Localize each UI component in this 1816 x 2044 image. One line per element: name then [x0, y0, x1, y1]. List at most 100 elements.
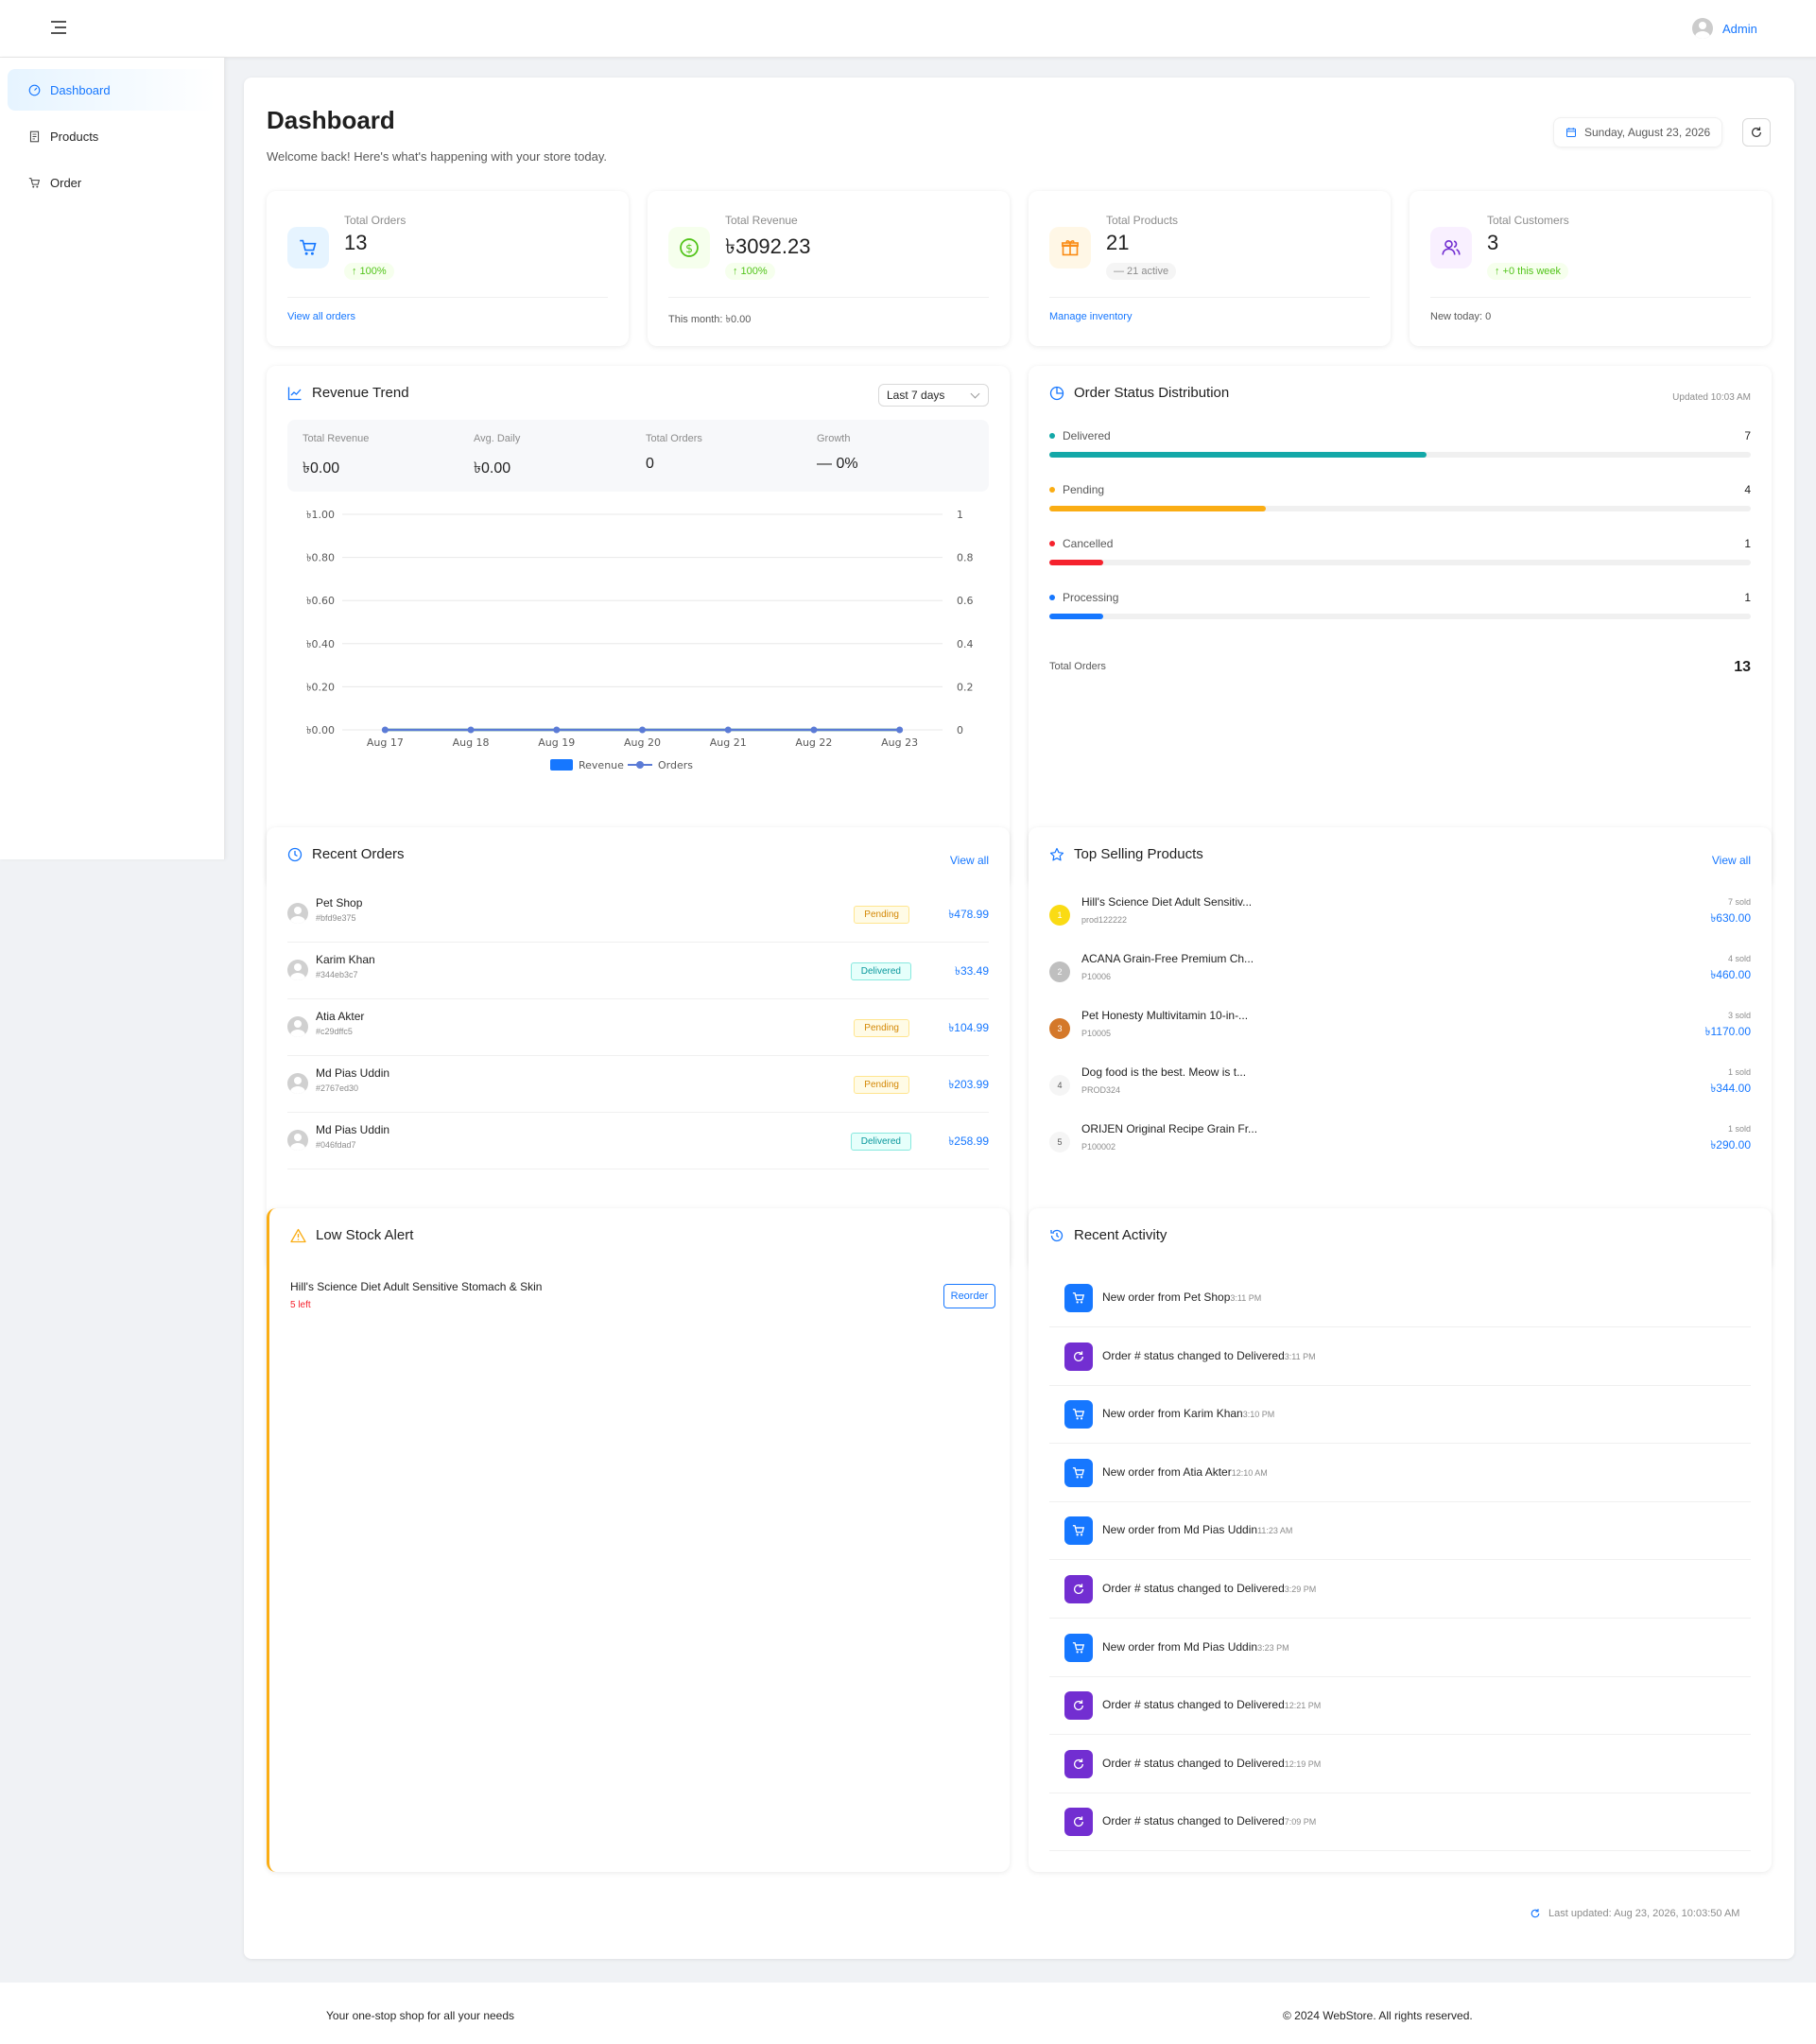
- last-updated: Last updated: Aug 23, 2026, 10:03:50 AM: [1530, 1908, 1739, 1919]
- status-dot: [1049, 433, 1055, 439]
- card-title-text: Revenue Trend: [312, 385, 409, 401]
- stat-icon-box: $: [668, 227, 710, 268]
- status-count: 1: [1744, 537, 1751, 550]
- status-change-icon: [1064, 1691, 1093, 1721]
- status-label: Processing: [1049, 591, 1118, 604]
- status-badge: Pending: [854, 906, 909, 924]
- product-name: Dog food is the best. Meow is t...: [1081, 1065, 1247, 1079]
- activity-time: 3:11 PM: [1230, 1293, 1262, 1303]
- cart-icon: [300, 239, 317, 255]
- stat-card-products: Total Products 21 — 21 active Manage inv…: [1029, 191, 1391, 346]
- users-icon: [1442, 239, 1461, 255]
- revenue-trend-card: Revenue Trend Last 7 days Total Revenue …: [267, 366, 1010, 888]
- dollar-icon: $: [680, 238, 699, 257]
- manage-inventory-link[interactable]: Manage inventory: [1049, 311, 1133, 322]
- sidebar-item-products[interactable]: Products: [8, 115, 216, 157]
- cart-icon: [1072, 1409, 1085, 1420]
- gift-icon: [1062, 240, 1079, 256]
- product-name: ORIJEN Original Recipe Grain Fr...: [1081, 1122, 1258, 1135]
- list-item[interactable]: 1 Hill's Science Diet Adult Sensitiv... pr…: [1049, 886, 1751, 943]
- sidebar-item-order[interactable]: Order: [8, 162, 216, 203]
- orders-data-point: [810, 726, 818, 734]
- footer: Your one-stop shop for all your needs © …: [0, 1983, 1816, 2044]
- month-revenue-text: This month: ৳0.00: [668, 314, 752, 325]
- y-tick-label: ৳0.80: [306, 552, 335, 564]
- sidebar-item-dashboard[interactable]: Dashboard: [8, 69, 216, 111]
- activity-time: 12:21 PM: [1284, 1701, 1322, 1711]
- status-badge: Delivered: [850, 1133, 911, 1151]
- card-title: Top Selling Products: [1049, 846, 1203, 862]
- divider: [1430, 297, 1751, 298]
- view-all-orders-link[interactable]: View all orders: [287, 311, 355, 322]
- view-all-products-link[interactable]: View all: [1711, 854, 1751, 867]
- revenue-trend-chart: ৳0.00 0 ৳0.20 0.2 ৳0.40 0.4 ৳0.60 0.6 ৳0.80 0.8 ৳1…: [306, 509, 974, 771]
- line-chart-icon: [287, 387, 302, 400]
- cart-icon: [28, 177, 41, 188]
- low-stock-item-name: Hill's Science Diet Adult Sensitive Stom…: [290, 1280, 543, 1293]
- status-row-cancelled: Cancelled 1: [1049, 537, 1751, 590]
- x-tick-label: Aug 19: [538, 736, 575, 749]
- table-row[interactable]: Atia Akter #c29dffc5 Pending ৳104.99: [287, 999, 989, 1056]
- top-products-card: Top Selling Products View all 1 Hill's Sc…: [1029, 827, 1772, 1270]
- pie-chart-icon: [1049, 386, 1064, 400]
- list-item[interactable]: 5 ORIJEN Original Recipe Grain Fr... P1000…: [1049, 1113, 1751, 1169]
- user-name: Admin: [1722, 21, 1757, 36]
- list-item[interactable]: 2 ACANA Grain-Free Premium Ch... P10006 4 s…: [1049, 943, 1751, 999]
- activity-text: Order # status changed to Delivered3:11 …: [1102, 1349, 1316, 1362]
- table-row[interactable]: Pet Shop #bfd9e375 Pending ৳478.99: [287, 886, 989, 943]
- y-tick-label: ৳1.00: [306, 509, 335, 521]
- activity-message: Order # status changed to Delivered: [1102, 1814, 1285, 1828]
- footer-tagline: Your one-stop shop for all your needs: [326, 2009, 515, 2022]
- customer-name: Md Pias Uddin: [316, 1123, 390, 1136]
- user-menu[interactable]: Admin: [1692, 18, 1757, 39]
- orders-data-point: [896, 726, 904, 734]
- reorder-button[interactable]: Reorder: [943, 1284, 995, 1308]
- card-title-text: Recent Activity: [1074, 1227, 1167, 1243]
- status-row-pending: Pending 4: [1049, 483, 1751, 536]
- stat-badge: ↑ 100%: [344, 263, 394, 280]
- activity-text: New order from Pet Shop3:11 PM: [1102, 1290, 1261, 1304]
- warning-icon: [290, 1228, 306, 1242]
- order-amount: ৳104.99: [948, 1021, 989, 1034]
- list-item[interactable]: 4 Dog food is the best. Meow is t... PROD3…: [1049, 1056, 1751, 1113]
- range-select[interactable]: Last 7 days: [878, 384, 989, 407]
- units-sold: 4 sold: [1727, 954, 1751, 963]
- activity-message: Order # status changed to Delivered: [1102, 1756, 1285, 1770]
- list-item: New order from Md Pias Uddin3:23 PM: [1049, 1619, 1751, 1677]
- stat-badge: ↑ 100%: [725, 263, 775, 280]
- star-icon: [1049, 847, 1064, 860]
- list-item: Order # status changed to Delivered3:29 …: [1049, 1560, 1751, 1619]
- card-title: Recent Activity: [1049, 1227, 1167, 1243]
- stat-icon-box: [287, 227, 329, 268]
- footer-copyright: © 2024 WebStore. All rights reserved.: [1283, 2009, 1473, 2022]
- rank-badge: 5: [1049, 1132, 1070, 1152]
- stat-card-orders: Total Orders 13 ↑ 100% View all orders: [267, 191, 629, 346]
- y-right-tick-label: 0.8: [957, 552, 974, 564]
- refresh-button[interactable]: [1742, 118, 1771, 147]
- status-progress-track: [1049, 560, 1751, 565]
- sync-icon: [1073, 1584, 1084, 1594]
- product-code: P10005: [1081, 1029, 1112, 1038]
- activity-text: Order # status changed to Delivered7:09 …: [1102, 1814, 1316, 1827]
- list-item[interactable]: 3 Pet Honesty Multivitamin 10-in-... P1000…: [1049, 999, 1751, 1056]
- activity-text: New order from Md Pias Uddin11:23 AM: [1102, 1523, 1292, 1536]
- menu-toggle-icon[interactable]: [51, 21, 66, 34]
- y-right-tick-label: 0: [957, 724, 963, 736]
- y-right-tick-label: 0.6: [957, 595, 974, 607]
- y-right-tick-label: 0.2: [957, 681, 974, 693]
- recent-activity-card: Recent Activity New order from Pet Shop3…: [1029, 1208, 1772, 1872]
- view-all-orders-link[interactable]: View all: [949, 854, 989, 867]
- new-order-icon: [1064, 1284, 1093, 1312]
- table-row[interactable]: Md Pias Uddin #046fdad7 Delivered ৳258.99: [287, 1113, 989, 1169]
- avatar: [1692, 18, 1713, 39]
- x-tick-label: Aug 23: [881, 736, 918, 749]
- activity-time: 3:23 PM: [1257, 1642, 1289, 1653]
- stat-card-customers: Total Customers 3 ↑ +0 this week New tod…: [1410, 191, 1772, 346]
- orders-data-point: [553, 726, 561, 734]
- status-count: 7: [1744, 429, 1751, 442]
- x-tick-label: Aug 22: [795, 736, 832, 749]
- table-row[interactable]: Md Pias Uddin #2767ed30 Pending ৳203.99: [287, 1056, 989, 1113]
- table-row[interactable]: Karim Khan #344eb3c7 Delivered ৳33.49: [287, 943, 989, 999]
- new-order-icon: [1064, 1400, 1093, 1429]
- status-dot: [1049, 487, 1055, 493]
